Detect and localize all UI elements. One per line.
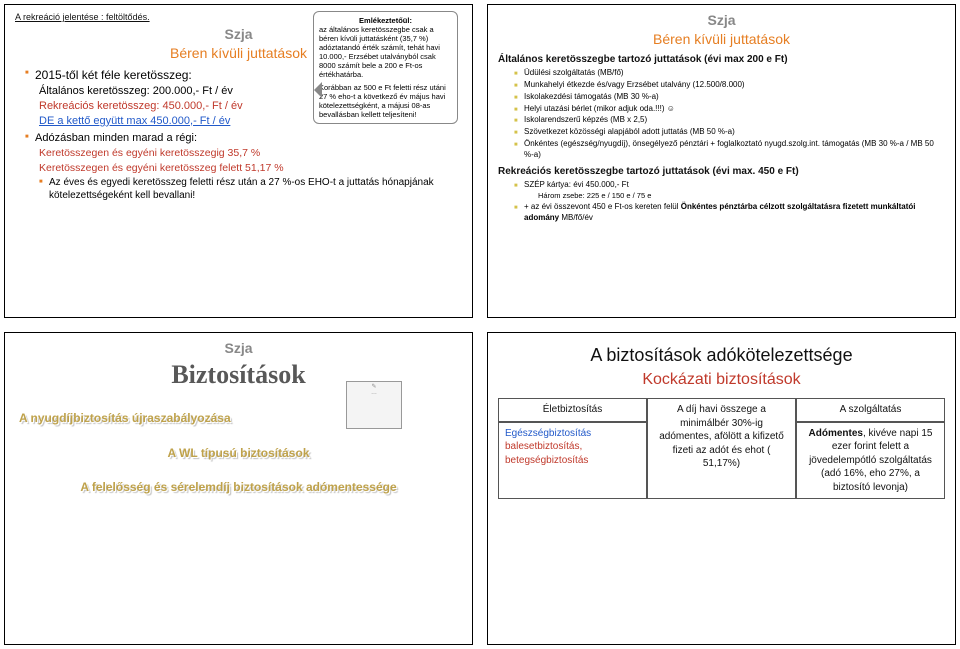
slide-3: Szja Biztosítások A nyugdíjbiztosítás új… [4,332,473,646]
subheader: Rekreációs keretösszegbe tartozó juttatá… [498,165,945,179]
list-general: Üdülési szolgáltatás (MB/fő) Munkahelyi … [498,68,945,160]
subline: Keretösszegen és egyéni keretösszeg fele… [15,161,462,175]
bullet: Az éves és egyedi keretösszeg feletti ré… [39,176,462,203]
table-cell: Adómentes, kivéve napi 15 ezer forint fe… [796,422,945,500]
text: MB/fő/év [559,213,593,222]
table-header: A díj havi összege a minimálbér 30%-ig a… [647,398,796,499]
callout-title: Emlékeztetőül: [319,16,452,25]
slide-label: Szja [498,11,945,30]
table-cell: Egészségbiztosítás balesetbiztosítás, be… [498,422,647,500]
slide-2: Szja Béren kívüli juttatások Általános k… [487,4,956,318]
callout-box: Emlékeztetőül: az általános keretösszegb… [313,11,458,124]
text: SZÉP kártya: évi 450.000,- Ft [524,180,629,189]
text-bold: Adómentes [809,428,863,439]
text: + az évi összevont 450 e Ft-os kereten f… [524,202,681,211]
table-header: A szolgáltatás [796,398,945,422]
bullet: Helyi utazási bérlet (mikor adjuk oda.!!… [514,104,945,115]
bullet: SZÉP kártya: évi 450.000,- Ft Három zseb… [514,180,945,201]
bullet: Szövetkezet közösségi alapjából adott ju… [514,127,945,138]
callout-text: az általános keretösszegbe csak a béren … [319,25,452,79]
text: Egészségbiztosítás [505,428,591,439]
bullet: Iskolakezdési támogatás (MB 30 %-a) [514,92,945,103]
subheader: Általános keretösszegbe tartozó juttatás… [498,53,945,67]
subtext: Három zsebe: 225 e / 150 e / 75 e [524,191,945,201]
slide-title: Béren kívüli juttatások [498,30,945,49]
slide-1: A rekreáció jelentése : feltöltődés. Szj… [4,4,473,318]
bullet: Munkahelyi étkezde és/vagy Erzsébet utal… [514,80,945,91]
bullet: Iskolarendszerű képzés (MB x 2,5) [514,115,945,126]
shadow-line: A felelősség és sérelemdíj biztosítások … [15,479,462,495]
insurance-table: Életbiztosítás A díj havi összege a mini… [498,398,945,499]
shadow-line: A WL típusú biztosítások [15,445,462,461]
callout-text: Korábban az 500 e Ft feletti rész utáni … [319,83,452,119]
table-header: Életbiztosítás [498,398,647,422]
slide-label: Szja [15,339,462,358]
slide-title: A biztosítások adókötelezettsége [498,343,945,367]
main-list: Adózásban minden marad a régi: [15,131,462,146]
sub-list: Az éves és egyedi keretösszeg feletti ré… [15,176,462,203]
subline: Keretösszegen és egyéni keretösszegig 35… [15,146,462,160]
slide-4: A biztosítások adókötelezettsége Kockáza… [487,332,956,646]
bullet: + az évi összevont 450 e Ft-os kereten f… [514,202,945,224]
bullet: Önkéntes (egészség/nyugdíj), önsegélyező… [514,139,945,161]
bullet: Üdülési szolgáltatás (MB/fő) [514,68,945,79]
stamp-graphic: ✎… [346,381,402,429]
bullet: Adózásban minden marad a régi: [25,131,462,146]
text: balesetbiztosítás, betegségbiztosítás [505,441,588,466]
slide-subtitle: Kockázati biztosítások [498,369,945,391]
list-recreation: SZÉP kártya: évi 450.000,- Ft Három zseb… [498,180,945,224]
